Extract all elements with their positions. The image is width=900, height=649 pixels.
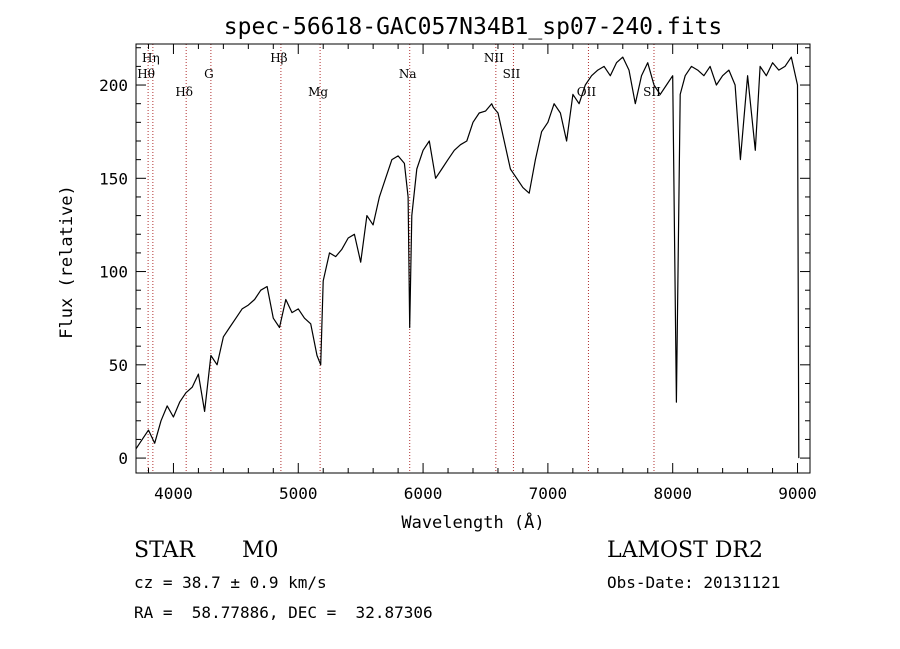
object-subclass: M0 [242,538,279,563]
sky-coordinates: RA = 58.77886, DEC = 32.87306 [134,603,433,622]
y-tick-label-0: 0 [118,449,128,468]
marker-label-1: Hθ [137,67,155,81]
x-tick-label-1: 5000 [279,484,318,503]
spectrum-series [135,56,800,459]
y-tick-label-3: 150 [99,169,128,188]
x-tick-label-0: 4000 [154,484,193,503]
chart-title: spec-56618-GAC057N34B1_sp07-240.fits [224,14,723,40]
chart-svg: spec-56618-GAC057N34B1_sp07-240.fits Hη H… [57,14,817,533]
spectrum-line-0 [135,56,800,459]
marker-label-0: Hη [142,51,160,65]
y-tick-label-1: 50 [109,356,128,375]
marker-label-9: OII [577,85,597,99]
marker-label-7: NII [484,51,504,65]
x-tick-label-2: 6000 [404,484,443,503]
x-tick-label-3: 7000 [529,484,568,503]
observation-date: Obs-Date: 20131121 [607,573,781,592]
marker-label-5: Mg [308,85,328,99]
x-tick-label-4: 8000 [653,484,692,503]
object-class: STAR [134,538,195,563]
redshift-velocity: cz = 38.7 ± 0.9 km/s [134,573,327,592]
marker-label-2: Hδ [175,85,193,99]
marker-label-3: G [204,67,214,81]
marker-label-8: SII [503,67,521,81]
axes: 4000 5000 6000 7000 8000 9000 0 50 100 150 200 [99,44,817,503]
marker-label-6: Na [399,67,417,81]
y-tick-label-2: 100 [99,263,128,282]
y-axis-label: Flux (relative) [57,185,77,339]
survey-name: LAMOST DR2 [607,538,763,563]
y-tick-label-4: 200 [99,76,128,95]
x-tick-label-5: 9000 [778,484,817,503]
plot-frame [135,43,811,474]
x-axis-label: Wavelength (Å) [401,511,544,533]
marker-label-4: Hβ [270,51,287,65]
